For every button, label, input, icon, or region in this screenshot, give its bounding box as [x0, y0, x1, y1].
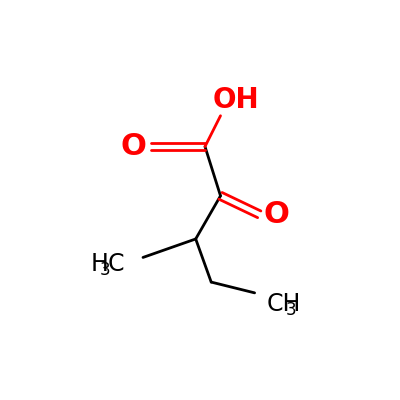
Text: 3: 3	[100, 261, 110, 279]
Text: OH: OH	[213, 86, 259, 114]
Text: CH: CH	[267, 292, 301, 316]
Text: 3: 3	[286, 302, 296, 320]
Text: H: H	[90, 252, 108, 276]
Text: C: C	[107, 252, 124, 276]
Text: O: O	[121, 132, 147, 161]
Text: O: O	[263, 200, 289, 229]
